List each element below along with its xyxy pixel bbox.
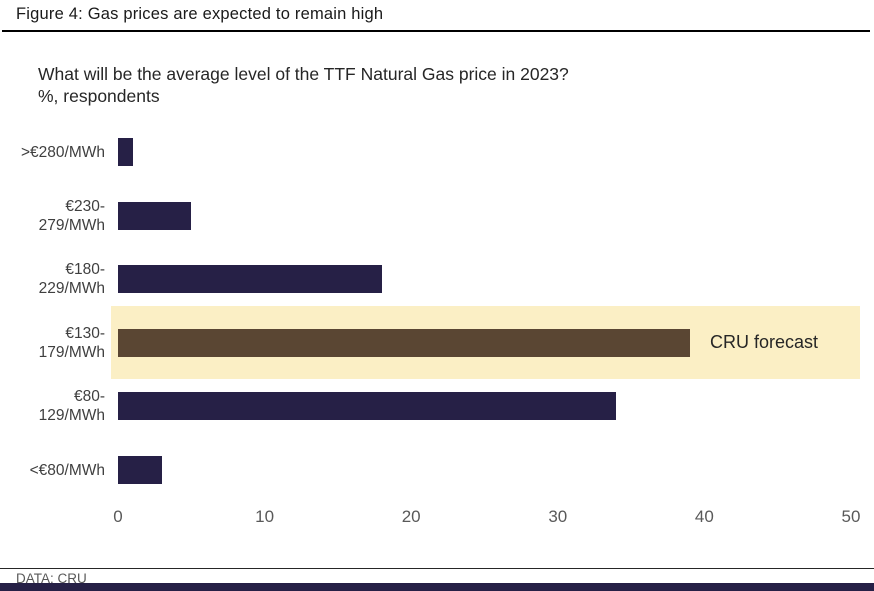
bar	[118, 201, 192, 230]
category-label: €230- 279/MWh	[38, 197, 105, 234]
bar	[118, 265, 382, 294]
x-axis-tick-label: 40	[694, 507, 714, 526]
figure-title: Figure 4: Gas prices are expected to rem…	[16, 5, 384, 23]
category-label: €130- 179/MWh	[38, 324, 105, 361]
cru-forecast-annotation: CRU forecast	[710, 332, 819, 353]
chart-subtitle: What will be the average level of the TT…	[38, 63, 569, 107]
bar	[118, 328, 690, 357]
chart-question: What will be the average level of the TT…	[38, 64, 569, 84]
x-axis-tick-label: 10	[255, 507, 275, 526]
bar	[118, 456, 162, 484]
chart-units: %, respondents	[38, 86, 160, 106]
x-axis-tick-label: 50	[841, 507, 861, 526]
category-label: €80- 129/MWh	[38, 388, 105, 425]
category-label: >€280/MWh	[20, 143, 105, 161]
bar	[118, 138, 133, 166]
x-axis-tick-label: 0	[113, 507, 123, 526]
category-label: <€80/MWh	[29, 461, 105, 479]
category-label: €180- 229/MWh	[38, 261, 105, 298]
bottom-accent-bar	[0, 583, 874, 591]
title-underline	[2, 30, 870, 32]
bar	[118, 392, 617, 421]
x-axis-tick-label: 20	[401, 507, 421, 526]
data-source: DATA: CRU	[16, 571, 87, 586]
footer-rule	[0, 568, 874, 569]
x-axis-tick-label: 30	[548, 507, 568, 526]
